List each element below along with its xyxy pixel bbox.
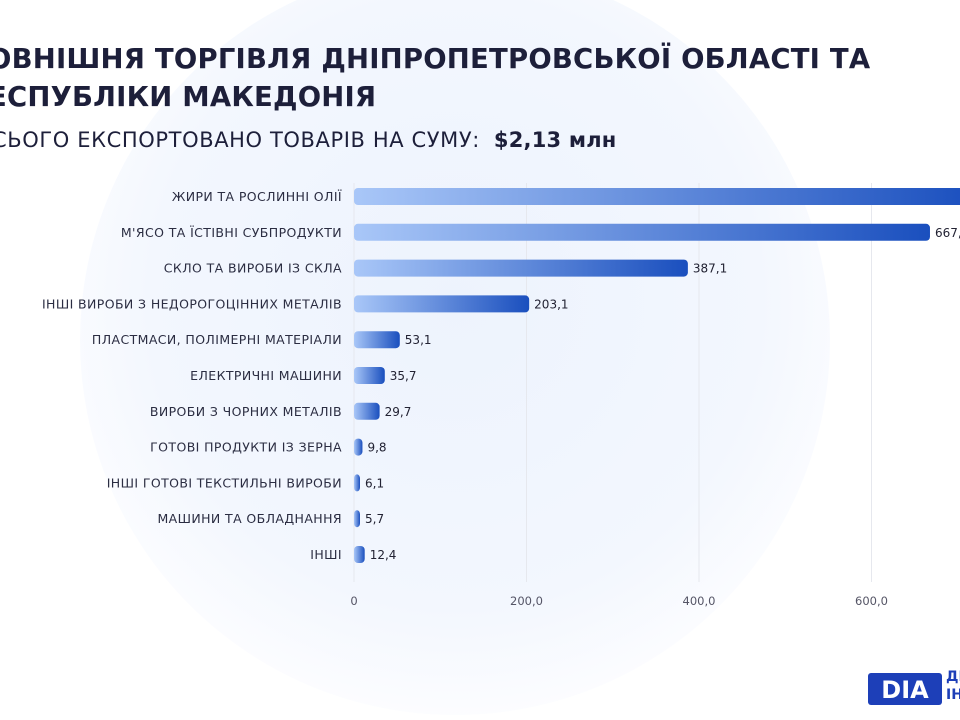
category-label: ІНШІ ГОТОВІ ТЕКСТИЛЬНІ ВИРОБИ — [107, 475, 342, 490]
data-label: 53,1 — [405, 333, 432, 347]
x-tick-label: 0 — [350, 594, 357, 608]
bar — [354, 474, 360, 492]
title-line-2: ЕСПУБЛІКИ МАКЕДОНІЯ — [0, 81, 377, 113]
bar — [354, 510, 360, 528]
bar — [354, 259, 688, 277]
data-label: 667,8 — [935, 226, 960, 240]
bar — [354, 295, 530, 313]
category-label: ІНШІ — [310, 547, 342, 562]
bar — [354, 546, 365, 563]
data-label: 35,7 — [390, 369, 417, 383]
data-label: 9,8 — [367, 441, 386, 455]
logo-side-line-1: ДН — [946, 669, 960, 685]
page-title: ОВНІШНЯ ТОРГІВЛЯ ДНІПРОПЕТРОВСЬКОЇ ОБЛАС… — [0, 40, 870, 116]
x-tick-label: 400,0 — [683, 594, 716, 608]
bar — [354, 367, 385, 384]
bar — [354, 223, 930, 241]
x-tick-label: 600,0 — [855, 594, 888, 608]
category-label: ЕЛЕКТРИЧНІ МАШИНИ — [190, 368, 342, 383]
category-label: СКЛО ТА ВИРОБИ ІЗ СКЛА — [164, 261, 342, 276]
category-label: ІНШІ ВИРОБИ З НЕДОРОГОЦІННИХ МЕТАЛІВ — [42, 296, 342, 311]
export-total: СЬОГО ЕКСПОРТОВАНО ТОВАРІВ НА СУМУ: $2,13… — [0, 128, 617, 152]
logo-text: DIA — [881, 676, 929, 704]
bar — [354, 402, 380, 420]
data-label: 29,7 — [385, 405, 412, 419]
category-label: ВИРОБИ З ЧОРНИХ МЕТАЛІВ — [150, 404, 342, 419]
logo-side-line-2: ІН — [946, 687, 960, 703]
data-label: 6,1 — [365, 476, 384, 490]
export-total-label: СЬОГО ЕКСПОРТОВАНО ТОВАРІВ НА СУМУ: — [0, 128, 480, 152]
data-label: 12,4 — [370, 548, 397, 562]
export-total-value: $2,13 млн — [493, 128, 617, 152]
category-label: М'ЯСО ТА ЇСТІВНІ СУБПРОДУКТИ — [121, 225, 342, 240]
dia-logo: DIA — [868, 673, 942, 705]
data-label: 387,1 — [693, 262, 727, 276]
category-label: ЖИРИ ТА РОСЛИННІ ОЛІЇ — [172, 189, 342, 204]
background-circle — [80, 0, 830, 715]
bar — [354, 331, 400, 349]
x-tick-label: 200,0 — [510, 594, 543, 608]
bar — [354, 188, 960, 205]
title-line-1: ОВНІШНЯ ТОРГІВЛЯ ДНІПРОПЕТРОВСЬКОЇ ОБЛАС… — [0, 43, 871, 75]
category-label: ГОТОВІ ПРОДУКТИ ІЗ ЗЕРНА — [150, 440, 342, 455]
logo-side-text: ДН ІН — [946, 668, 960, 704]
category-label: МАШИНИ ТА ОБЛАДНАННЯ — [157, 511, 342, 526]
category-label: ПЛАСТМАСИ, ПОЛІМЕРНІ МАТЕРІАЛИ — [92, 332, 342, 347]
data-label: 203,1 — [534, 297, 568, 311]
bar — [354, 438, 363, 456]
data-label: 5,7 — [365, 512, 384, 526]
